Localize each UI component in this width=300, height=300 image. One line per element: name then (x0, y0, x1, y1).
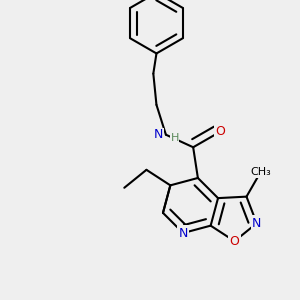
Text: H: H (170, 133, 179, 143)
Text: O: O (230, 235, 239, 248)
Text: N: N (252, 217, 261, 230)
Text: O: O (215, 125, 225, 138)
Text: N: N (178, 226, 188, 239)
Text: CH₃: CH₃ (250, 167, 271, 177)
Text: N: N (154, 128, 163, 141)
